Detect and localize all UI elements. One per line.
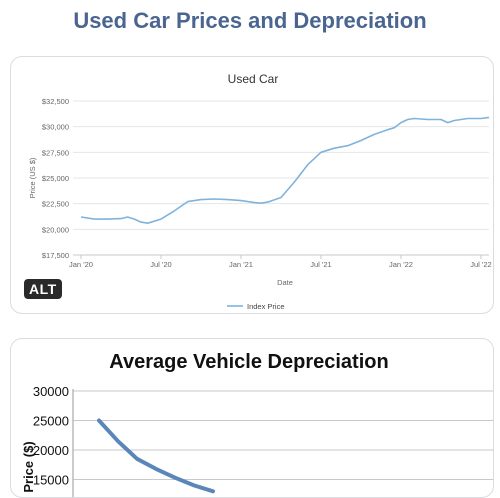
x-tick-label: Jul '21 xyxy=(310,260,331,269)
y-axis-label: Price (US $) xyxy=(28,157,37,198)
page-title: Used Car Prices and Depreciation xyxy=(73,8,427,33)
y-tick-label: $30,000 xyxy=(42,123,69,132)
y-tick-label: 25000 xyxy=(33,414,69,429)
depreciation-chart-card: Average Vehicle Depreciation 30000 25000 20… xyxy=(10,338,494,498)
y-tick-label: $17,500 xyxy=(42,251,69,260)
x-tick-label: Jan '22 xyxy=(389,260,413,269)
y-tick-label: $27,500 xyxy=(42,148,69,157)
chart-title: Average Vehicle Depreciation xyxy=(109,351,388,373)
y-tick-label: 30000 xyxy=(33,384,69,399)
y-tick-label: 15000 xyxy=(33,473,69,488)
x-tick-label: Jul '22 xyxy=(470,260,491,269)
x-tick-label: Jul '20 xyxy=(150,260,171,269)
chart-title: Used Car xyxy=(228,72,279,86)
y-tick-label: $32,500 xyxy=(42,97,69,106)
x-axis-label: Date xyxy=(277,278,293,287)
series-line-index-price xyxy=(80,116,490,224)
y-tick-label: $22,500 xyxy=(42,200,69,209)
used-car-chart-card: Used Car $17,500 $20,000 $22,500 $25,000 $27,… xyxy=(10,56,494,314)
alt-text-button[interactable]: ALT xyxy=(24,279,62,299)
x-tick-label: Jan '21 xyxy=(229,260,253,269)
legend-label: Index Price xyxy=(247,302,285,311)
y-tick-label: $25,000 xyxy=(42,174,69,183)
y-tick-label: $20,000 xyxy=(42,225,69,234)
used-car-price-chart: Used Car $17,500 $20,000 $22,500 $25,000 $27,… xyxy=(28,72,492,311)
y-axis-label: Price ($) xyxy=(21,441,36,492)
x-tick-label: Jan '20 xyxy=(69,260,93,269)
vehicle-depreciation-chart: Average Vehicle Depreciation 30000 25000 20… xyxy=(21,351,493,497)
y-tick-label: 20000 xyxy=(33,443,69,458)
series-line-depreciation xyxy=(97,418,215,494)
